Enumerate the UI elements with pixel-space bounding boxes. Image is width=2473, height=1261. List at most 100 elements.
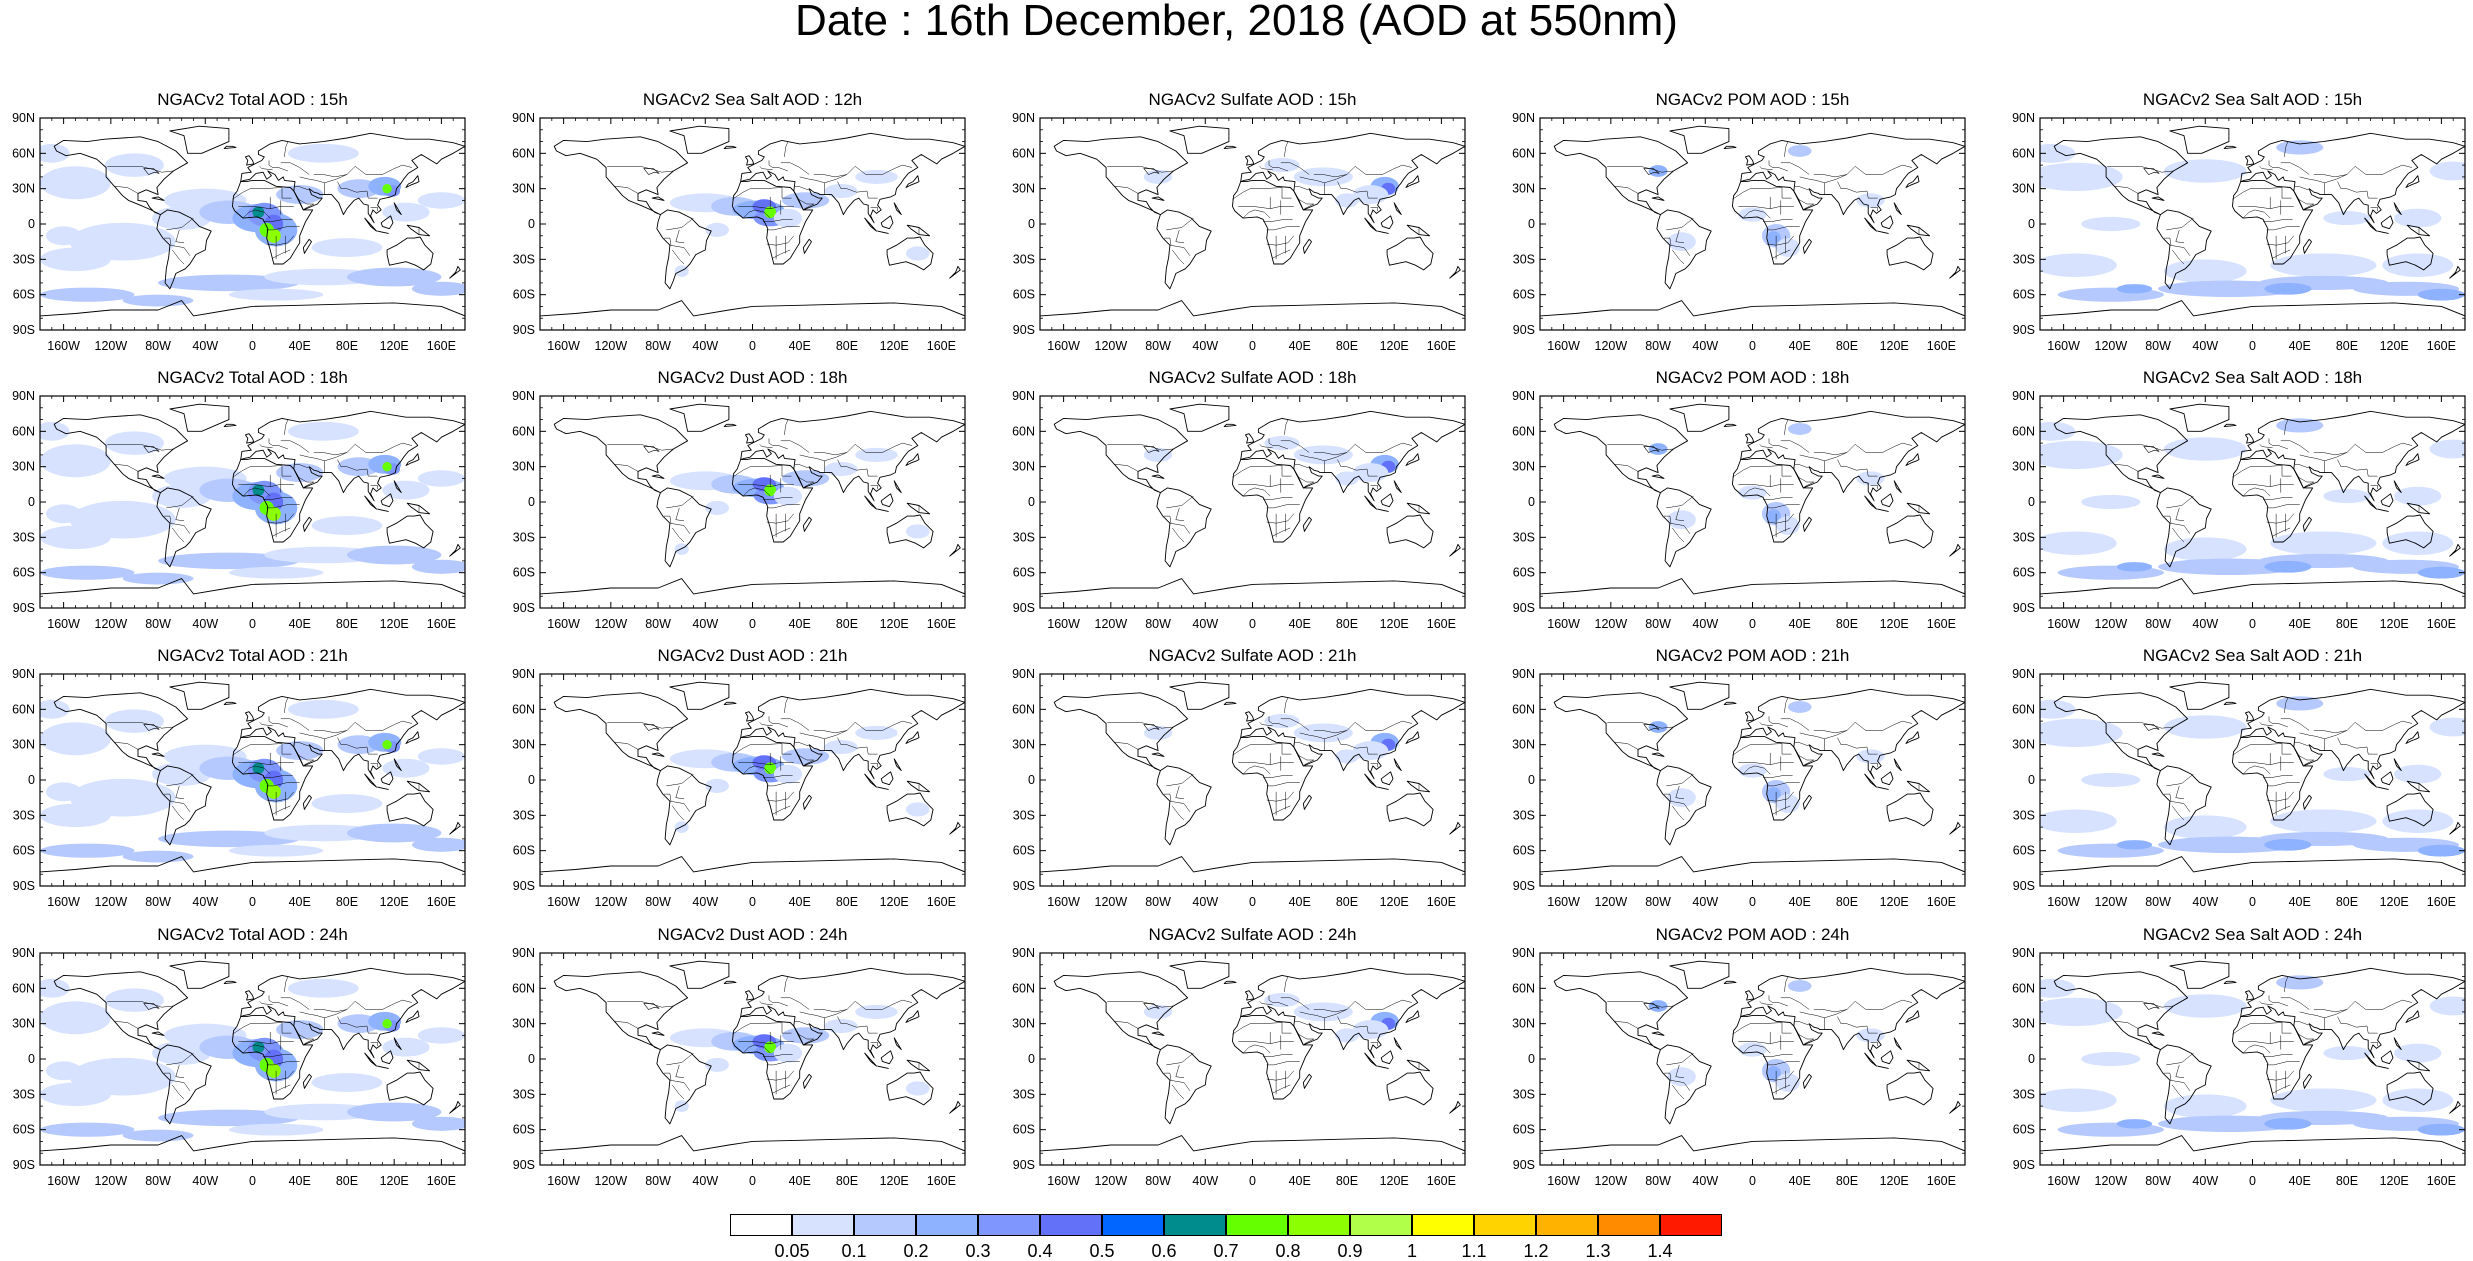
aod-field-patch [2270,809,2377,833]
coastline [1864,773,1877,788]
country-border [1337,181,1378,199]
aod-field-patch [1787,145,1812,157]
country-border [313,1009,347,1013]
country-border [2284,141,2289,157]
lon-tick-label: 80W [1145,1174,1171,1188]
country-border [259,444,273,449]
country-border [169,244,191,256]
coastline [656,487,712,568]
country-border [763,497,793,500]
coastline [2223,701,2237,706]
aod-field-patch [382,1037,430,1057]
lon-tick-label: 120W [1095,339,1128,353]
country-border [1742,209,1771,219]
panel-title: NGACv2 Dust AOD : 24h [657,925,848,944]
map-panel: NGACv2 Dust AOD : 21h 90N 60N 30N 0 30S 60S 90S… [500,646,970,909]
aod-field-patch [2264,838,2312,851]
lat-tick-label: 90N [512,946,535,960]
country-border [804,203,815,209]
aod-field-patch [311,516,383,535]
country-border [172,805,185,821]
lon-tick-label: 160W [547,895,580,909]
country-border [669,1079,691,1091]
country-border [114,186,139,194]
coastline [1364,217,1377,232]
coastline [1877,786,1889,790]
aod-field-patch [40,166,111,200]
aod-field-patch [2264,282,2312,295]
aod-field-patch [824,1018,858,1034]
country-border [172,527,185,543]
country-border [2164,793,2172,802]
country-border [164,793,172,802]
country-border [232,465,283,478]
aod-field-patch [2040,978,2076,998]
lon-tick-label: 120E [2380,339,2409,353]
coastline [2040,856,2465,886]
country-border [784,976,789,992]
coastline [886,792,934,827]
coastline [886,1071,934,1106]
country-border [2242,1044,2271,1054]
coastline [1053,692,1189,772]
lon-tick-label: 160W [547,617,580,631]
aod-field-patch [2163,159,2247,183]
colorbar-label: 0.2 [903,1241,929,1261]
coastline [406,224,431,237]
country-border [1172,249,1185,265]
lat-tick-label: 90S [513,879,535,893]
coastline [231,179,314,265]
coastline [893,202,902,216]
coastline [302,794,312,810]
aod-field-patch [2163,537,2247,561]
country-border [337,1016,378,1034]
country-border [2272,805,2291,815]
country-border [175,229,185,244]
country-border [284,697,289,713]
country-border [813,452,847,456]
coastline [1540,856,1965,886]
coastline [1053,414,1189,494]
lon-tick-label: 160E [1927,895,1956,909]
country-border [1870,1042,1878,1046]
country-border [1768,995,1788,1007]
country-border [1313,452,1347,456]
country-border [337,181,378,199]
coastline [1540,578,1965,608]
country-border [2164,1072,2172,1081]
panel-title: NGACv2 Sulfate AOD : 15h [1148,90,1357,109]
country-border [1804,1038,1815,1044]
aod-field-patch [45,782,82,802]
coastline [1744,990,1755,1001]
country-border [298,1034,314,1040]
lon-tick-label: 80E [2336,895,2358,909]
lat-tick-label: 60S [13,1123,35,1137]
coastline [223,980,237,985]
lon-tick-label: 0 [2249,617,2256,631]
country-border [1298,199,1314,205]
coastline [2380,215,2394,230]
world-map: 90N 60N 30N 0 30S 60S 90S 160W 120W 80W 40W 0 40E 80E… [1012,946,1466,1188]
country-border [1337,737,1378,755]
coastline [2156,1044,2212,1125]
country-border [2370,485,2378,489]
country-border [1175,229,1185,244]
panel-title: NGACv2 Total AOD : 18h [157,368,348,387]
country-border [2304,759,2315,765]
map-panel: NGACv2 POM AOD : 18h 90N 60N 30N 0 30S 60S 90S 1… [1500,368,1970,631]
country-border [2263,775,2293,778]
coastline [1553,136,1689,216]
aod-field-patch [1352,1020,1389,1039]
aod-field-patch [382,1018,392,1029]
coastline [244,990,255,1001]
coastline [1386,514,1434,549]
country-border [2175,229,2185,244]
lon-tick-label: 40E [1789,617,1811,631]
country-border [675,229,685,244]
lon-tick-label: 120W [2095,895,2128,909]
country-border [666,1052,694,1066]
lat-tick-label: 0 [528,217,535,231]
country-border [1614,464,1639,472]
lon-tick-label: 80E [336,1174,358,1188]
lon-tick-label: 120E [880,339,909,353]
